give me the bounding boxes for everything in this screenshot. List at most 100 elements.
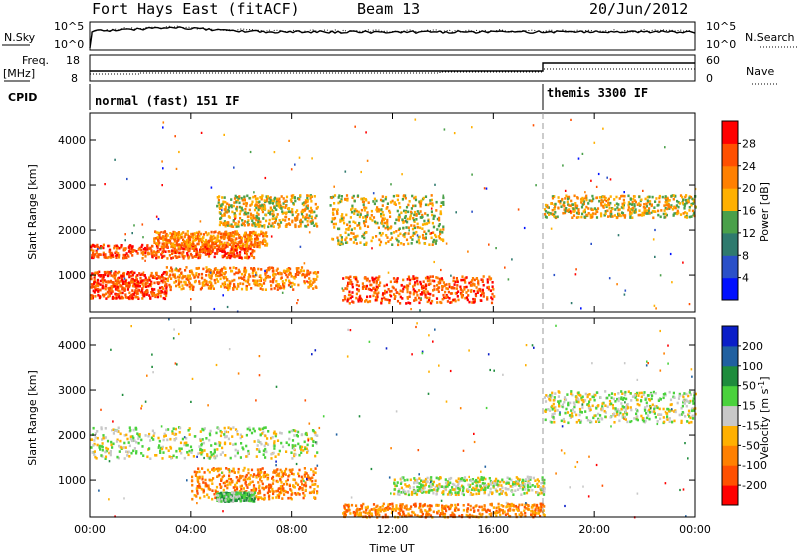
- power-echo-cell: [293, 277, 296, 280]
- power-echo-cell: [391, 243, 394, 246]
- velocity-echo-cell: [146, 455, 149, 459]
- velocity-echo-cell: [204, 484, 207, 488]
- power-echo-cell: [196, 251, 199, 255]
- freq-label-line1: Freq.: [22, 54, 49, 67]
- power-echo-cell: [282, 282, 285, 286]
- power-echo-cell: [253, 243, 256, 247]
- velocity-echo-cell: [316, 485, 319, 488]
- power-echo-cell: [227, 252, 230, 255]
- power-echo-cell: [168, 254, 171, 257]
- velocity-echo-cell: [276, 480, 279, 484]
- power-echo-cell: [263, 238, 266, 242]
- power-echo-cell: [553, 195, 556, 198]
- power-echo-cell: [482, 283, 485, 287]
- power-echo-cell: [292, 202, 295, 205]
- power-echo-cell: [271, 280, 275, 284]
- power-echo-cell: [242, 198, 245, 202]
- power-echo-cell: [437, 235, 440, 238]
- power-echo-cell: [412, 231, 415, 235]
- power-echo-cell: [229, 249, 232, 253]
- power-echo-cell: [187, 248, 190, 252]
- power-speckle-cell: [221, 209, 223, 212]
- freq-tick-bottom: 8: [71, 72, 78, 85]
- power-echo-cell: [633, 203, 636, 206]
- power-echo-cell: [212, 287, 215, 290]
- power-echo-cell: [90, 294, 93, 297]
- power-echo-cell: [668, 199, 671, 202]
- power-echo-cell: [422, 280, 425, 283]
- power-echo-cell: [413, 277, 416, 281]
- power-echo-cell: [204, 253, 207, 256]
- power-echo-cell: [647, 209, 650, 213]
- power-echo-cell: [427, 283, 430, 286]
- power-echo-cell: [287, 210, 290, 213]
- power-echo-cell: [261, 206, 264, 210]
- power-echo-cell: [408, 295, 411, 298]
- power-echo-cell: [224, 233, 227, 236]
- power-echo-cell: [188, 274, 191, 277]
- velocity-echo-cell: [171, 430, 174, 433]
- power-echo-cell: [642, 206, 645, 209]
- velocity-echo-cell: [242, 469, 245, 472]
- power-echo-cell: [278, 200, 281, 204]
- velocity-echo-cell: [265, 442, 268, 445]
- power-echo-cell: [215, 252, 219, 255]
- power-echo-cell: [622, 214, 625, 217]
- power-echo-cell: [246, 221, 249, 224]
- power-echo-cell: [389, 238, 392, 241]
- velocity-echo-cell: [298, 493, 301, 496]
- power-echo-cell: [210, 286, 213, 289]
- power-echo-cell: [225, 233, 228, 236]
- power-echo-cell: [424, 236, 427, 239]
- power-echo-cell: [287, 222, 290, 225]
- power-speckle-cell: [254, 273, 257, 277]
- velocity-echo-cell: [188, 449, 191, 453]
- noise-panel: N.Sky 10^5 10^0 10^5 10^0 N.Search: [2, 20, 798, 51]
- power-echo-cell: [402, 243, 405, 246]
- power-echo-cell: [415, 230, 418, 234]
- power-echo-cell: [215, 274, 218, 278]
- power-echo-cell: [222, 244, 225, 248]
- power-echo-cell: [294, 225, 297, 229]
- power-echo-cell: [310, 222, 313, 225]
- velocity-echo-cell: [257, 439, 260, 442]
- power-echo-cell: [166, 239, 169, 242]
- velocity-echo-cell: [313, 483, 316, 486]
- power-echo-cell: [342, 277, 345, 280]
- power-echo-cell: [452, 276, 455, 280]
- velocity-echo-cell: [180, 447, 183, 451]
- power-echo-cell: [124, 282, 127, 285]
- power-echo-cell: [373, 197, 376, 201]
- power-echo-cell: [226, 284, 229, 288]
- velocity-echo-cell: [304, 447, 307, 451]
- power-echo-cell: [244, 247, 247, 250]
- velocity-echo-cell: [276, 494, 279, 497]
- power-speckle-cell: [580, 307, 582, 310]
- velocity-echo-cell: [343, 504, 346, 508]
- velocity-echo-cell: [236, 430, 239, 433]
- power-echo-cell: [198, 256, 202, 259]
- power-echo-cell: [193, 238, 196, 242]
- power-speckle-cell: [650, 211, 653, 214]
- power-ytick-label: 1000: [58, 269, 86, 282]
- power-echo-cell: [115, 244, 118, 248]
- power-echo-cell: [158, 236, 162, 240]
- velocity-echo-cell: [236, 495, 239, 498]
- velocity-echo-cell: [292, 429, 295, 432]
- power-echo-cell: [132, 284, 135, 288]
- power-echo-cell: [365, 284, 368, 288]
- power-echo-cell: [350, 280, 353, 284]
- power-echo-cell: [359, 294, 362, 298]
- power-echo-cell: [190, 235, 193, 239]
- power-echo-cell: [633, 195, 636, 198]
- power-echo-cell: [663, 209, 666, 212]
- power-echo-cell: [120, 295, 123, 299]
- power-speckle-cell: [581, 152, 584, 155]
- power-echo-cell: [205, 249, 208, 252]
- power-speckle-cell: [570, 302, 573, 305]
- power-echo-cells: [90, 118, 697, 313]
- power-speckle-cell: [485, 187, 488, 190]
- power-echo-cell: [137, 297, 140, 300]
- power-echo-cell: [456, 279, 459, 282]
- power-echo-cell: [634, 200, 637, 204]
